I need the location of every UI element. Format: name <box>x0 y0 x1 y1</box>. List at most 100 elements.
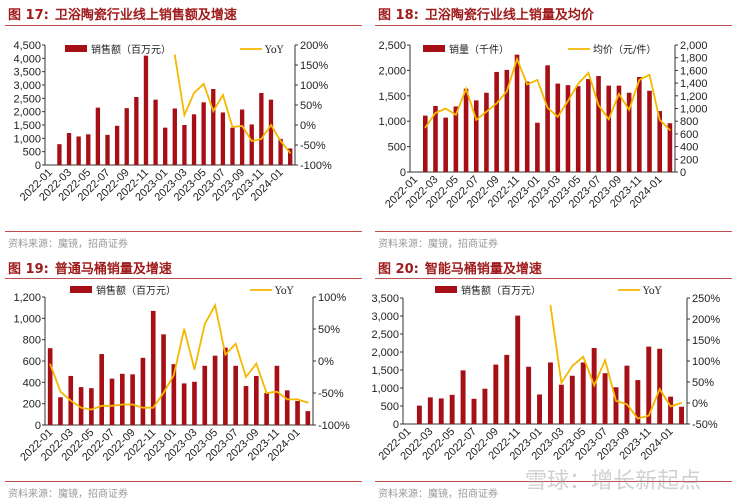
y-tick-label: 1,500 <box>378 91 406 103</box>
line-point-2022-01 <box>49 363 51 366</box>
y-tick-label: 2,500 <box>13 93 41 105</box>
figure-title: 卫浴陶瓷行业线上销售额及增速 <box>54 8 237 23</box>
y-tick-label: 1,500 <box>371 365 399 377</box>
line-point-2023-08 <box>245 376 247 378</box>
bar-2022-10 <box>140 357 146 425</box>
bar-2023-11 <box>259 93 264 165</box>
y-tick-label: 0 <box>400 167 406 179</box>
figure-number: 图 19: <box>8 262 49 277</box>
legend-bar-label: 销量（千件） <box>449 43 509 56</box>
y2-tick-label: 800 <box>680 116 698 128</box>
bar-2022-06 <box>460 370 466 424</box>
y2-tick-label: -50% <box>300 140 326 152</box>
bar-2023-07 <box>220 112 226 165</box>
bar-2023-01 <box>537 394 542 424</box>
bar-2023-05 <box>580 362 586 424</box>
chart-1: 05001,0001,5002,0002,50002004006008001,0… <box>378 40 707 211</box>
bar-2023-03 <box>558 384 564 424</box>
legend-line-label: YoY <box>642 286 662 297</box>
line-point-2023-07 <box>234 342 237 345</box>
bar-2022-02 <box>422 115 428 172</box>
bar-2023-01 <box>171 364 177 425</box>
line-point-2022-04 <box>444 107 447 110</box>
y-tick-label: 1,200 <box>13 292 41 304</box>
bar-2023-10 <box>264 393 269 425</box>
line-point-2023-04 <box>203 323 206 325</box>
line-point-2023-11 <box>276 390 278 393</box>
source-note: 资料来源：魔镜，招商证券 <box>378 239 498 250</box>
bar-2023-02 <box>548 362 553 424</box>
y-tick-label: 200 <box>23 399 41 411</box>
line-point-2022-11 <box>152 406 155 409</box>
y2-tick-label: 200 <box>680 154 698 166</box>
line-point-2022-06 <box>465 88 467 90</box>
line-point-2023-10 <box>628 108 630 111</box>
line-point-2023-05 <box>582 356 585 358</box>
bar-2024-01 <box>657 111 663 172</box>
line-point-2022-12 <box>162 392 165 394</box>
y-tick-label: 0 <box>35 160 41 172</box>
bar-2023-10 <box>635 380 641 424</box>
chart-2: 0 200 400 600 800 1,000 1,200 -100% -50% 0% 50% 100… <box>13 284 350 464</box>
y2-tick-label: 2,000 <box>680 40 708 52</box>
y-tick-label: 3,000 <box>13 80 41 92</box>
bar-2023-08 <box>243 386 249 425</box>
bar-2023-04 <box>191 114 197 165</box>
line-point-2024-01 <box>279 140 282 142</box>
bar-2022-06 <box>99 354 105 425</box>
line-point-2022-07 <box>475 119 478 121</box>
line-point-2023-01 <box>536 79 539 81</box>
y-tick-label: 0 <box>35 420 41 432</box>
line-point-2023-09 <box>626 403 628 406</box>
y-tick-label: 2,000 <box>13 107 41 119</box>
y2-tick-label: 0% <box>692 398 708 410</box>
bar-2022-07 <box>473 100 479 172</box>
bar-2022-02 <box>57 144 62 165</box>
figure-title: 智能马桶销量及增速 <box>424 262 542 277</box>
y2-tick-label: 150% <box>692 335 720 347</box>
source-note: 资料来源：魔镜，招商证券 <box>8 489 128 500</box>
y2-tick-label: 400 <box>680 142 698 154</box>
line-point-2024-01 <box>669 405 672 408</box>
bar-2024-01 <box>295 401 300 425</box>
y2-tick-label: 600 <box>680 129 698 141</box>
y2-tick-label: 100% <box>300 80 328 92</box>
bar-2022-08 <box>484 92 489 172</box>
bar-2023-07 <box>233 365 239 425</box>
line-point-2023-05 <box>214 304 216 307</box>
figure-title: 普通马桶销量及增速 <box>54 262 172 277</box>
y-tick-label: 1,500 <box>13 120 41 132</box>
line-point-2023-09 <box>241 125 243 127</box>
line-point-2023-04 <box>567 100 569 102</box>
line-point-2023-06 <box>212 110 215 112</box>
bar-2022-05 <box>453 106 459 172</box>
bar-2024-01 <box>668 396 674 424</box>
line-point-2022-04 <box>80 406 82 409</box>
y-tick-label: 500 <box>381 401 399 413</box>
y-tick-label: 500 <box>388 142 406 154</box>
bar-2023-09 <box>624 365 630 424</box>
legend-bar-swatch <box>70 286 92 293</box>
line-point-2023-08 <box>607 118 610 121</box>
bar-2023-08 <box>613 387 619 424</box>
figure-title: 卫浴陶瓷行业线上销量及均价 <box>424 8 594 23</box>
bar-2023-02 <box>172 108 177 165</box>
bar-2023-06 <box>211 89 216 165</box>
line-point-2024-02 <box>680 402 683 404</box>
bar-2023-04 <box>202 365 208 425</box>
figure-number: 图 18: <box>378 8 419 23</box>
line-point-2023-10 <box>265 392 268 394</box>
bar-2022-05 <box>449 394 455 424</box>
y-tick-label: 1,000 <box>13 313 41 325</box>
bar-2023-05 <box>575 86 581 172</box>
bar-2023-02 <box>181 383 187 425</box>
line-point-2023-06 <box>587 72 590 74</box>
y2-tick-label: 1,600 <box>680 65 708 77</box>
y-tick-label: 2,000 <box>371 347 399 359</box>
bar-2023-08 <box>606 85 612 172</box>
bar-2023-06 <box>223 347 228 425</box>
y-tick-label: 500 <box>23 147 41 159</box>
bar-2022-09 <box>130 374 135 425</box>
